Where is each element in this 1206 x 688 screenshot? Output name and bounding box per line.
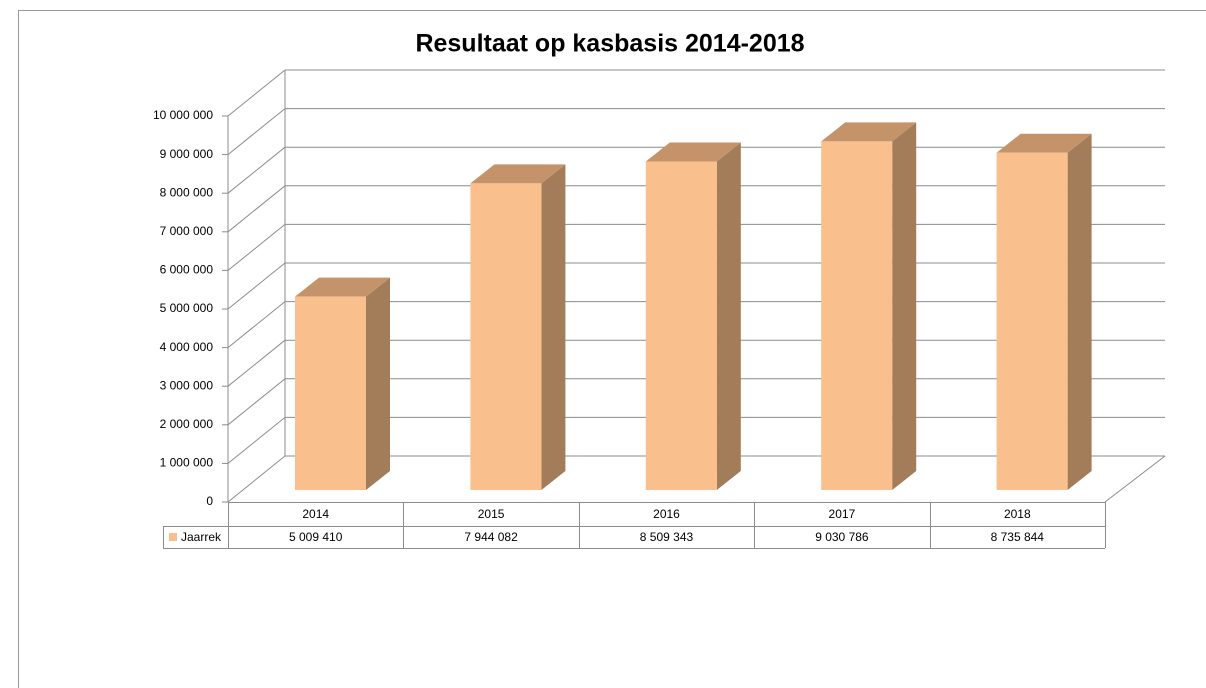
bar-top [996,133,1092,153]
y-tick-label: 2 000 000 [160,417,214,431]
bar-side [541,164,566,490]
grid-line [227,339,286,387]
bar [470,183,542,490]
y-tick-label: 1 000 000 [160,456,214,470]
bar-top [645,142,741,162]
grid-line [227,146,286,194]
grid-line [227,301,286,348]
x-tick-label: 2017 [829,507,856,521]
data-label: 8 509 343 [640,530,694,544]
bar-top [295,277,390,297]
data-label: 5 009 410 [289,530,343,544]
y-tick-label: 9 000 000 [160,147,214,161]
data-label: 9 030 786 [815,530,869,544]
grid-line [227,417,286,464]
bar [996,152,1068,490]
grid-line [227,185,286,233]
x-tick-label: 2015 [478,507,505,521]
grid-line [227,69,286,117]
legend-swatch [169,533,177,541]
bar [821,141,893,490]
bar-side [366,277,390,490]
bar-top [470,164,566,184]
data-label: 8 735 844 [991,530,1045,544]
bar-side [1067,133,1092,490]
legend-label: Jaarrek [181,530,222,544]
bar [295,296,366,490]
floor-edge [1104,455,1166,503]
data-label: 7 944 082 [464,530,518,544]
y-tick-label: 3 000 000 [160,378,214,392]
y-tick-label: 4 000 000 [160,340,214,354]
y-tick-label: 5 000 000 [160,301,214,315]
x-tick-label: 2016 [653,507,680,521]
y-tick-label: 10 000 000 [153,108,213,122]
y-tick-label: 7 000 000 [160,224,214,238]
y-tick-label: 6 000 000 [160,263,214,277]
y-tick-label: 0 [206,494,213,508]
chart-title: Resultaat op kasbasis 2014-2018 [415,30,804,58]
bar-side [716,142,741,490]
bar-side [892,122,917,491]
x-tick-label: 2018 [1004,507,1031,521]
x-tick-label: 2014 [302,507,329,521]
bar-top [821,122,917,142]
grid-line [227,378,286,426]
grid-line [227,262,286,310]
bar [645,161,717,490]
y-tick-label: 8 000 000 [160,185,214,199]
grid-line [227,224,286,271]
grid-line [227,108,286,155]
grid-line [227,455,286,503]
